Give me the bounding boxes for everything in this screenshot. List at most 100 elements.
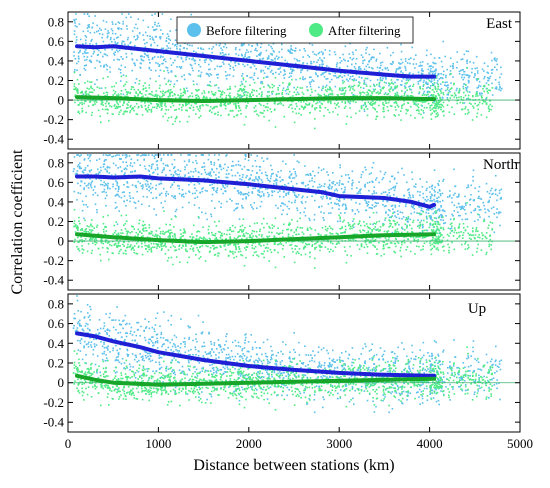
before-scatter-point <box>245 154 247 156</box>
after-scatter-point <box>330 93 332 96</box>
after-scatter-point <box>427 93 429 96</box>
before-scatter-point <box>141 187 144 190</box>
before-scatter-point <box>443 222 445 225</box>
before-scatter-point <box>446 97 449 99</box>
before-scatter-point <box>218 44 221 47</box>
before-scatter-point <box>458 206 461 208</box>
before-scatter-point <box>401 218 403 220</box>
before-scatter-point <box>123 40 125 43</box>
before-scatter-point <box>404 58 407 60</box>
after-scatter-point <box>254 105 257 107</box>
before-scatter-point <box>235 53 237 55</box>
before-scatter-point <box>198 70 200 72</box>
before-scatter-point <box>428 186 431 188</box>
after-scatter-point <box>478 98 480 101</box>
before-scatter-point <box>323 75 326 78</box>
before-scatter-point <box>368 189 370 192</box>
before-scatter-point <box>409 218 412 221</box>
after-scatter-point <box>221 234 224 237</box>
before-scatter-point <box>469 61 471 63</box>
before-scatter-point <box>412 194 414 197</box>
before-scatter-point <box>481 92 483 95</box>
before-scatter-point <box>394 204 397 207</box>
before-scatter-point <box>228 74 231 76</box>
after-scatter-point <box>332 111 334 113</box>
before-scatter-point <box>277 171 279 173</box>
before-scatter-point <box>119 158 121 160</box>
before-scatter-point <box>124 43 126 46</box>
after-scatter-point <box>241 83 244 86</box>
after-scatter-point <box>360 106 363 109</box>
after-scatter-point <box>256 254 258 256</box>
after-scatter-point <box>460 231 462 233</box>
before-scatter-point <box>158 183 160 186</box>
before-scatter-point <box>198 63 200 66</box>
before-scatter-point <box>142 154 145 156</box>
after-scatter-point <box>411 227 413 230</box>
after-scatter-point <box>279 101 282 104</box>
after-scatter-point <box>472 95 474 98</box>
before-scatter-point <box>111 48 113 51</box>
after-scatter-point <box>369 85 372 88</box>
before-scatter-point <box>217 73 219 76</box>
after-scatter-point <box>331 92 333 95</box>
before-scatter-point <box>75 36 78 38</box>
after-scatter-point <box>443 249 445 252</box>
after-scatter-point <box>113 85 116 88</box>
before-scatter-point <box>256 172 258 174</box>
before-scatter-point <box>442 219 444 222</box>
before-scatter-point <box>399 201 401 204</box>
after-scatter-point <box>268 90 270 93</box>
after-scatter-point <box>227 114 230 116</box>
before-scatter-point <box>79 184 82 187</box>
before-scatter-point <box>200 71 203 74</box>
before-scatter-point <box>245 197 247 199</box>
before-scatter-point <box>243 180 246 183</box>
before-scatter-point <box>170 80 172 83</box>
before-scatter-point <box>92 52 95 55</box>
before-scatter-point <box>83 169 85 171</box>
before-scatter-point <box>177 184 179 187</box>
before-scatter-point <box>334 53 337 56</box>
after-scatter-point <box>88 101 91 103</box>
before-scatter-point <box>121 191 124 194</box>
after-scatter-point <box>298 108 301 110</box>
after-scatter-point <box>436 115 439 118</box>
after-scatter-point <box>86 80 89 83</box>
before-scatter-point <box>259 205 262 208</box>
before-scatter-point <box>320 59 323 61</box>
before-scatter-point <box>222 61 224 63</box>
after-scatter-point <box>238 89 240 92</box>
after-scatter-point <box>456 237 458 240</box>
after-scatter-point <box>271 83 274 86</box>
after-scatter-point <box>141 92 143 95</box>
before-scatter-point <box>74 69 76 71</box>
before-scatter-point <box>162 169 164 172</box>
after-scatter-point <box>245 107 247 109</box>
after-scatter-point <box>178 244 181 246</box>
before-scatter-point <box>338 182 341 184</box>
before-scatter-point <box>211 193 214 196</box>
after-scatter-point <box>249 225 251 227</box>
after-scatter-point <box>387 101 390 104</box>
before-scatter-point <box>426 82 429 85</box>
before-scatter-point <box>281 48 283 51</box>
before-scatter-point <box>140 185 143 187</box>
after-scatter-point <box>450 73 452 75</box>
before-scatter-point <box>141 203 143 206</box>
before-scatter-point <box>362 87 365 89</box>
after-scatter-point <box>438 101 441 103</box>
after-scatter-point <box>483 100 485 103</box>
before-scatter-point <box>296 209 299 212</box>
before-scatter-point <box>314 199 316 202</box>
before-scatter-point <box>174 171 176 174</box>
before-scatter-point <box>226 154 228 156</box>
before-scatter-point <box>433 101 436 103</box>
before-scatter-point <box>87 30 89 32</box>
after-scatter-point <box>155 93 157 96</box>
before-scatter-point <box>165 190 168 193</box>
before-scatter-point <box>500 73 503 75</box>
before-scatter-point <box>431 185 433 188</box>
before-scatter-point <box>260 82 262 84</box>
after-scatter-point <box>467 97 469 100</box>
